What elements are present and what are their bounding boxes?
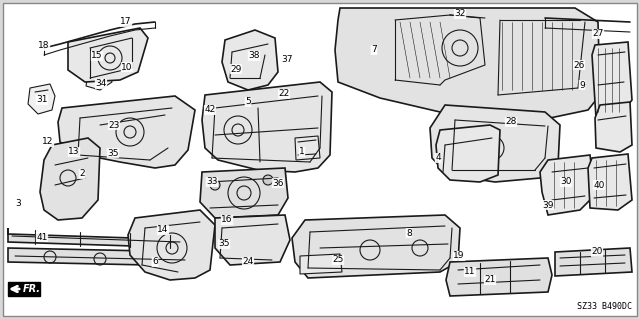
Polygon shape [86,70,112,90]
Circle shape [263,175,273,185]
Text: SZ33 B490DC: SZ33 B490DC [577,302,632,311]
Text: 29: 29 [230,64,242,73]
Text: 40: 40 [593,181,605,189]
Text: 16: 16 [221,216,233,225]
Text: 19: 19 [453,251,465,261]
Text: 17: 17 [120,18,132,26]
Text: 23: 23 [108,121,120,130]
Polygon shape [295,136,320,160]
Text: 30: 30 [560,177,572,187]
Text: 9: 9 [579,80,585,90]
Text: 22: 22 [278,90,290,99]
Text: 36: 36 [272,179,284,188]
Polygon shape [8,282,40,296]
Text: 32: 32 [454,10,466,19]
Text: 21: 21 [484,276,496,285]
Polygon shape [595,102,632,152]
Text: 41: 41 [36,233,48,241]
Polygon shape [128,210,215,280]
Text: 2: 2 [79,169,85,179]
Text: 35: 35 [108,149,119,158]
Text: 34: 34 [95,79,107,88]
Text: 27: 27 [592,29,604,39]
Text: 15: 15 [92,51,103,61]
Text: 31: 31 [36,95,48,105]
Text: 12: 12 [42,137,54,146]
Text: 24: 24 [243,257,253,266]
Text: 7: 7 [371,46,377,55]
Polygon shape [446,258,552,296]
Polygon shape [8,248,195,266]
Text: 18: 18 [38,41,50,50]
Polygon shape [555,248,632,276]
FancyBboxPatch shape [3,3,637,316]
Text: 4: 4 [435,153,441,162]
Polygon shape [202,82,332,172]
Text: 8: 8 [406,228,412,238]
Text: 26: 26 [573,61,585,70]
Text: 3: 3 [15,198,21,207]
Polygon shape [40,138,100,220]
Polygon shape [430,105,560,182]
Polygon shape [335,8,600,120]
Polygon shape [215,215,290,265]
Polygon shape [222,30,278,90]
Text: 13: 13 [68,147,80,157]
Text: 37: 37 [281,56,292,64]
Polygon shape [68,28,148,82]
Text: 33: 33 [206,177,218,187]
Text: 35: 35 [218,240,230,249]
Polygon shape [200,168,288,218]
Polygon shape [58,96,195,168]
Text: 5: 5 [245,98,251,107]
Polygon shape [588,154,632,210]
Text: 42: 42 [204,106,216,115]
Polygon shape [300,254,342,274]
Text: 25: 25 [332,256,344,264]
Text: 14: 14 [157,226,169,234]
Text: 10: 10 [121,63,132,71]
Text: 20: 20 [591,248,603,256]
Text: 39: 39 [542,201,554,210]
Polygon shape [540,155,595,215]
Text: 11: 11 [464,268,476,277]
Circle shape [210,180,220,190]
Polygon shape [292,215,460,278]
Text: 38: 38 [248,51,260,61]
Polygon shape [28,84,55,114]
Polygon shape [8,228,195,248]
Text: 6: 6 [152,257,158,266]
Polygon shape [592,42,632,118]
Polygon shape [436,125,500,182]
Text: 28: 28 [506,117,516,127]
Text: 1: 1 [299,147,305,157]
Text: FR.: FR. [23,284,41,294]
